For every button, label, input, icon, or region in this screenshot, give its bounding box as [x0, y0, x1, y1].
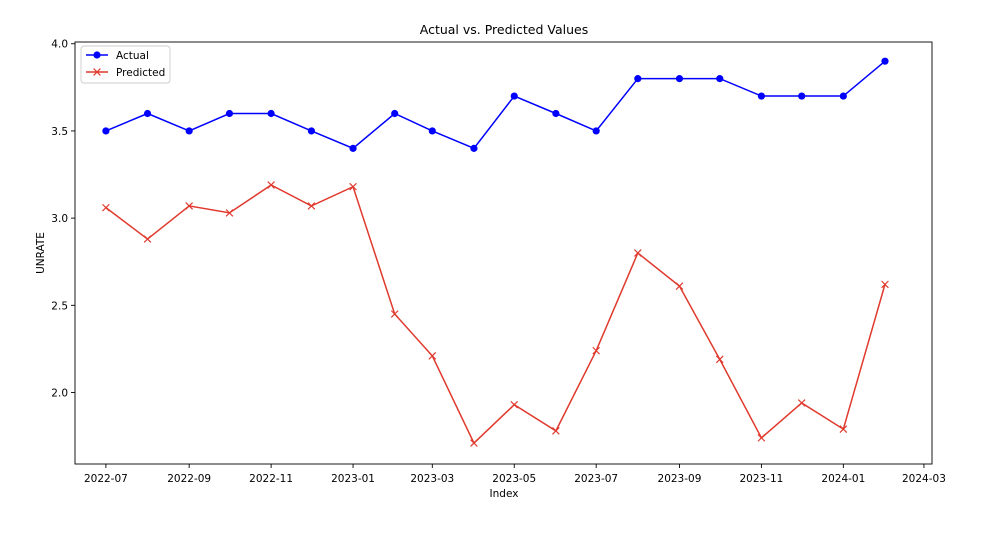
legend-item-actual: Actual — [86, 50, 149, 62]
data-point-predicted — [634, 249, 642, 257]
x-tick-label: 2023-09 — [658, 473, 702, 485]
y-tick-label: 2.5 — [51, 300, 68, 312]
data-point-predicted — [510, 400, 519, 409]
x-tick-label: 2022-07 — [84, 473, 128, 485]
x-tick-label: 2023-05 — [492, 473, 536, 485]
x-tick-label: 2024-03 — [902, 473, 946, 485]
data-point-actual — [428, 127, 436, 135]
data-point-actual — [675, 75, 684, 83]
data-point-actual — [839, 92, 847, 100]
x-tick-label: 2024-01 — [821, 473, 865, 485]
plot-area: 2022-07 2022-09 2022-11 2023-01 2023-03 2023-… — [51, 39, 946, 485]
legend-item-predicted: Predicted — [86, 67, 165, 79]
data-point-predicted — [592, 346, 601, 355]
data-point-actual — [592, 127, 600, 135]
data-point-predicted — [428, 352, 437, 360]
data-point-actual — [391, 109, 399, 118]
y-tick-label: 3.0 — [51, 213, 68, 225]
legend-marker — [93, 51, 101, 59]
data-point-predicted — [267, 181, 275, 189]
data-point-predicted — [102, 203, 110, 212]
data-point-predicted — [307, 202, 316, 210]
x-tick-label: 2023-03 — [410, 473, 454, 485]
data-point-actual — [102, 127, 110, 135]
data-point-predicted — [470, 439, 478, 447]
x-tick-label: 2022-09 — [167, 473, 211, 485]
data-point-predicted — [839, 425, 848, 433]
data-point-actual — [267, 109, 275, 118]
data-point-actual — [634, 75, 642, 83]
data-point-predicted — [675, 282, 684, 290]
data-point-actual — [881, 57, 889, 65]
data-point-predicted — [757, 434, 766, 442]
data-point-actual — [552, 109, 560, 118]
legend-marker — [93, 68, 101, 76]
data-point-actual — [185, 127, 193, 135]
axes-frame — [74, 41, 933, 465]
legend: Actual Predicted — [80, 45, 171, 84]
x-tick-label: 2022-11 — [249, 473, 293, 485]
y-tick-label: 3.5 — [51, 126, 68, 138]
x-tick-label: 2023-01 — [331, 473, 375, 485]
legend-label: Actual — [116, 50, 149, 62]
chart-title: Actual vs. Predicted Values — [420, 22, 588, 37]
y-tick-label: 2.0 — [51, 388, 68, 400]
x-tick-label: 2023-11 — [739, 473, 783, 485]
legend-label: Predicted — [116, 67, 165, 79]
series-line-predicted — [105, 184, 886, 445]
data-point-actual — [307, 127, 316, 135]
data-point-predicted — [143, 235, 152, 243]
x-tick-label: 2023-07 — [574, 473, 618, 485]
data-point-actual — [757, 92, 766, 100]
data-point-predicted — [390, 310, 399, 318]
data-point-actual — [349, 144, 357, 152]
data-point-predicted — [881, 280, 889, 289]
data-point-actual — [798, 92, 806, 100]
data-point-actual — [225, 109, 234, 118]
data-point-predicted — [349, 182, 357, 191]
data-point-actual — [143, 109, 152, 118]
y-tick-label: 4.0 — [51, 39, 68, 51]
data-point-actual — [510, 92, 518, 100]
y-axis-title: UNRATE — [35, 232, 47, 274]
data-point-predicted — [225, 209, 234, 217]
data-point-predicted — [715, 355, 724, 364]
series-line-actual — [105, 60, 886, 150]
x-axis-title: Index — [490, 488, 519, 500]
data-point-predicted — [185, 202, 194, 210]
data-point-predicted — [797, 399, 806, 407]
data-point-actual — [716, 75, 724, 83]
data-point-actual — [470, 144, 478, 152]
data-point-predicted — [552, 427, 560, 435]
